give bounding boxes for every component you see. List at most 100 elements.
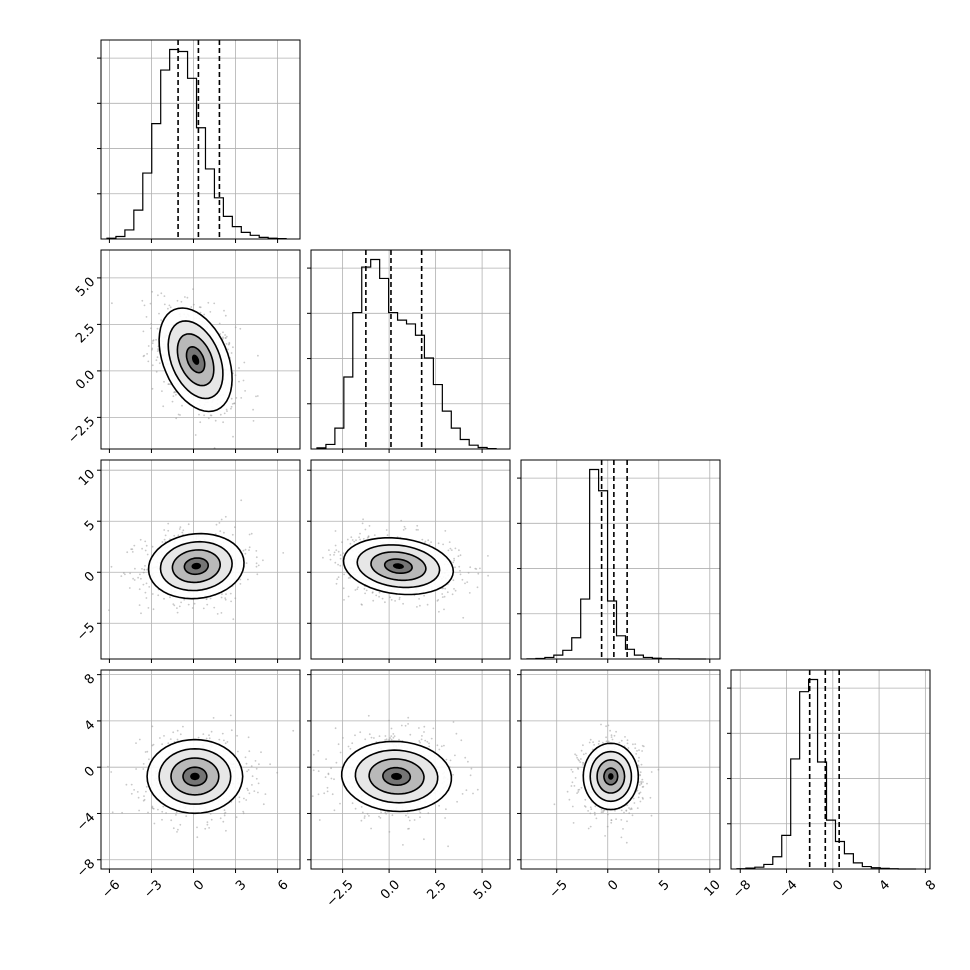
scatter-point bbox=[255, 562, 258, 565]
scatter-point bbox=[122, 572, 125, 574]
scatter-point bbox=[312, 769, 315, 772]
x-tick-label: −4 bbox=[776, 877, 800, 901]
scatter-point bbox=[641, 750, 643, 752]
scatter-point bbox=[224, 337, 227, 339]
scatter-point bbox=[457, 555, 460, 558]
scatter-point bbox=[588, 741, 591, 744]
scatter-point bbox=[167, 522, 170, 525]
scatter-point bbox=[415, 528, 418, 531]
panel-frame-0-0 bbox=[100, 39, 301, 240]
scatter-point bbox=[242, 810, 245, 813]
scatter-point bbox=[198, 306, 201, 308]
scatter-point bbox=[147, 811, 149, 814]
scatter-point bbox=[151, 364, 154, 367]
scatter-point bbox=[610, 821, 613, 824]
x-tick-label: 0.0 bbox=[378, 877, 403, 902]
scatter-point bbox=[419, 604, 421, 607]
scatter-point bbox=[137, 576, 140, 579]
scatter-point bbox=[324, 776, 327, 778]
scatter-point bbox=[428, 745, 431, 748]
scatter-point bbox=[583, 805, 586, 807]
scatter-point bbox=[163, 529, 166, 531]
scatter-point bbox=[234, 597, 237, 600]
scatter-point bbox=[378, 591, 381, 594]
scatter-point bbox=[347, 595, 350, 598]
scatter-point bbox=[172, 395, 175, 397]
scatter-point bbox=[356, 588, 359, 590]
scatter-point bbox=[385, 738, 388, 741]
scatter-point bbox=[436, 600, 439, 602]
contour-line-3 bbox=[603, 767, 619, 786]
scatter-point bbox=[438, 610, 440, 613]
scatter-point bbox=[379, 817, 382, 819]
scatter-point bbox=[388, 831, 391, 833]
frame-layer bbox=[97, 39, 931, 873]
scatter-point bbox=[223, 809, 226, 812]
scatter-point bbox=[230, 352, 233, 354]
scatter-point bbox=[349, 747, 352, 750]
scatter-point bbox=[245, 562, 248, 564]
scatter-point bbox=[152, 608, 155, 611]
scatter-point bbox=[640, 782, 643, 784]
scatter-point bbox=[322, 556, 324, 559]
scatter-point bbox=[427, 812, 430, 815]
scatter-point bbox=[578, 788, 581, 791]
scatter-point bbox=[170, 819, 173, 822]
scatter-point bbox=[359, 538, 361, 541]
scatter-point bbox=[430, 541, 432, 543]
scatter-point bbox=[161, 810, 164, 813]
scatter-point bbox=[400, 724, 403, 727]
scatter-point bbox=[218, 322, 221, 325]
scatter-point bbox=[155, 370, 158, 373]
scatter-point bbox=[403, 525, 406, 528]
scatter-point bbox=[364, 738, 367, 741]
scatter-point bbox=[467, 760, 469, 763]
scatter-point bbox=[238, 801, 241, 803]
scatter-point bbox=[620, 819, 623, 821]
scatter-point bbox=[163, 735, 165, 737]
scatter-point bbox=[605, 740, 608, 743]
scatter-point bbox=[633, 802, 636, 804]
scatter-point bbox=[169, 306, 172, 309]
scatter-point bbox=[255, 777, 258, 780]
scatter-point bbox=[606, 825, 609, 828]
y-tick-label: −8 bbox=[74, 856, 98, 880]
scatter-point bbox=[389, 596, 391, 599]
scatter-point bbox=[144, 591, 147, 594]
scatter-point bbox=[451, 593, 454, 596]
scatter-point bbox=[360, 806, 363, 808]
scatter-point bbox=[375, 594, 378, 597]
scatter-point bbox=[163, 380, 165, 383]
scatter-point bbox=[244, 548, 247, 551]
scatter-point bbox=[210, 730, 213, 733]
scatter-point bbox=[366, 812, 369, 815]
scatter-point bbox=[206, 823, 209, 826]
scatter-point bbox=[250, 765, 253, 768]
scatter-point bbox=[607, 813, 609, 816]
scatter-point bbox=[182, 529, 185, 532]
scatter-point bbox=[199, 311, 202, 314]
y-tick-label: 5 bbox=[82, 518, 98, 534]
histogram-step-1 bbox=[316, 258, 497, 450]
scatter-point bbox=[390, 599, 393, 601]
scatter-point bbox=[207, 417, 210, 420]
scatter-point bbox=[419, 816, 421, 819]
scatter-point bbox=[162, 405, 165, 408]
scatter-point bbox=[594, 805, 597, 808]
scatter-point bbox=[147, 360, 150, 363]
scatter-point bbox=[111, 811, 114, 814]
scatter-point bbox=[353, 540, 356, 543]
scatter-point bbox=[248, 546, 251, 549]
scatter-point bbox=[409, 733, 412, 736]
scatter-point bbox=[626, 820, 628, 823]
scatter-point bbox=[146, 750, 149, 753]
scatter-point bbox=[317, 770, 320, 772]
scatter-point bbox=[453, 557, 455, 560]
scatter-point bbox=[204, 827, 207, 830]
scatter-point bbox=[638, 749, 640, 751]
scatter-point bbox=[339, 557, 342, 560]
scatter-point bbox=[159, 737, 161, 739]
y-tick-label: 0 bbox=[82, 569, 98, 585]
scatter-point bbox=[334, 727, 337, 730]
contour-line-2 bbox=[176, 333, 215, 387]
